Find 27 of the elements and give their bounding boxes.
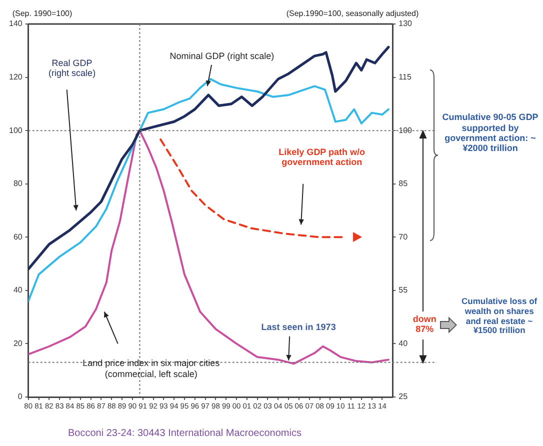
y2-tick-label: 70 xyxy=(398,232,408,242)
text: Nominal GDP (right scale) xyxy=(168,50,276,61)
y-tick-label: 120 xyxy=(8,72,23,82)
y2-tick-label: 115 xyxy=(398,72,412,82)
text: Land price index in six major cities (commercial, left scale) xyxy=(82,358,221,380)
y-tick-label: 140 xyxy=(8,19,23,28)
text: Cumulative 90-05 GDP supported by government action: ~ ¥2000 trillion xyxy=(441,112,540,154)
y-tick-label: 80 xyxy=(13,179,23,188)
y-tick-label: 20 xyxy=(13,338,23,348)
y2-tick-label: 130 xyxy=(398,19,413,28)
y2-tick-label: 100 xyxy=(398,126,413,135)
text: down 87% xyxy=(412,314,438,335)
y2-tick-label: 25 xyxy=(398,392,408,402)
annotation: Last seen in 1973 xyxy=(260,322,337,333)
y-axis-title: (Sep. 1990=100) xyxy=(12,9,72,18)
text: Likely GDP path w/o government action xyxy=(278,146,366,168)
y-tick-label: 100 xyxy=(8,126,23,135)
text: Cumulative loss of wealth on shares and real estate ~ ¥1500 trillion xyxy=(460,296,538,336)
y2-tick-label: 40 xyxy=(398,338,408,348)
y2-axis-title: (Sep.1990=100, seasonally adjusted) xyxy=(285,9,419,18)
text: Real GDP (right scale) xyxy=(48,58,97,78)
y-tick-label: 40 xyxy=(13,286,23,295)
y2-tick-label: 55 xyxy=(398,286,408,295)
y-tick-label: 0 xyxy=(18,392,23,402)
y2-tick-label: 85 xyxy=(398,179,408,188)
text: Bocconi 23-24: 30443 International Macroeconomics xyxy=(68,428,302,440)
y-tick-label: 60 xyxy=(13,232,23,242)
